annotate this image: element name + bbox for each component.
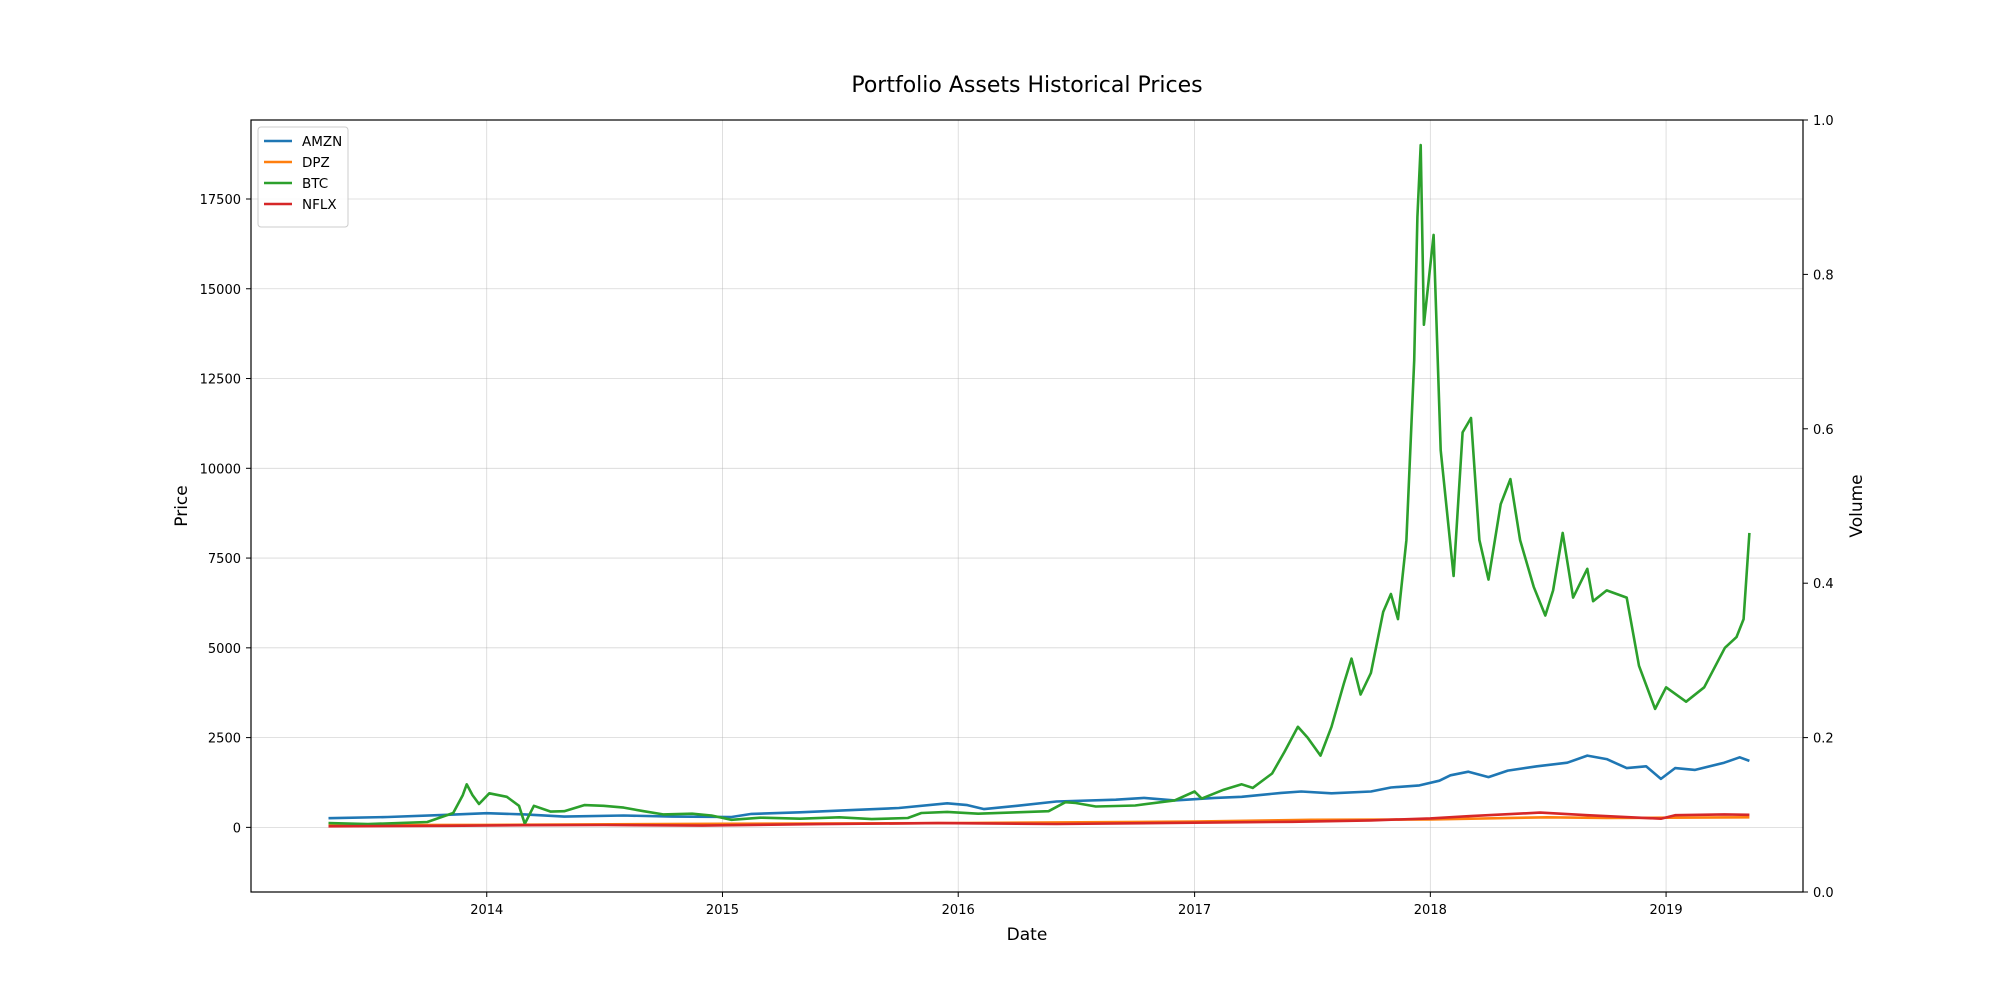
y-tick-label: 17500 <box>200 193 241 208</box>
y-tick-label: 10000 <box>200 462 241 477</box>
x-tick-label: 2018 <box>1414 903 1447 918</box>
y2-axis-title: Volume <box>1847 474 1867 537</box>
legend-label-dpz: DPZ <box>302 155 330 171</box>
y-tick-label: 7500 <box>208 552 241 567</box>
x-tick-label: 2015 <box>706 903 739 918</box>
x-tick-label: 2014 <box>470 903 503 918</box>
y-tick-label: 0 <box>233 821 241 836</box>
y2-tick-label: 0.2 <box>1813 732 1834 747</box>
y-tick-label: 15000 <box>200 283 241 298</box>
legend: AMZN DPZ BTC NFLX <box>257 126 349 228</box>
legend-box <box>257 126 349 228</box>
y2-tick-label: 0.6 <box>1813 423 1834 438</box>
series-line-amzn <box>328 754 1750 820</box>
legend-label-amzn: AMZN <box>302 134 342 150</box>
x-tick-label: 2016 <box>942 903 975 918</box>
y-axis-title: Price <box>172 485 192 526</box>
y-axis-ticks: 0 2500 5000 7500 10000 12500 15000 17500 <box>200 193 251 836</box>
x-tick-label: 2019 <box>1650 903 1683 918</box>
series-line-btc <box>328 143 1751 826</box>
x-axis-ticks: 2014 2015 2016 2017 2018 2019 <box>470 892 1683 918</box>
x-axis-title: Date <box>1007 925 1048 945</box>
chart-title: Portfolio Assets Historical Prices <box>851 73 1202 98</box>
y-tick-label: 5000 <box>208 642 241 657</box>
y-tick-label: 12500 <box>200 373 241 388</box>
plot-frame <box>250 119 1804 893</box>
legend-label-btc: BTC <box>302 176 328 192</box>
legend-label-nflx: NFLX <box>302 197 337 213</box>
series-lines <box>328 143 1751 828</box>
y2-tick-label: 0.0 <box>1813 886 1834 901</box>
y2-axis-ticks: 0.0 0.2 0.4 0.6 0.8 1.0 <box>1803 114 1834 901</box>
x-tick-label: 2017 <box>1178 903 1211 918</box>
y2-tick-label: 0.8 <box>1813 268 1834 283</box>
y-tick-label: 2500 <box>208 732 241 747</box>
y2-tick-label: 1.0 <box>1813 114 1834 129</box>
y2-tick-label: 0.4 <box>1813 577 1834 592</box>
series-line-nflx <box>328 811 1750 828</box>
grid-lines <box>251 120 1803 892</box>
